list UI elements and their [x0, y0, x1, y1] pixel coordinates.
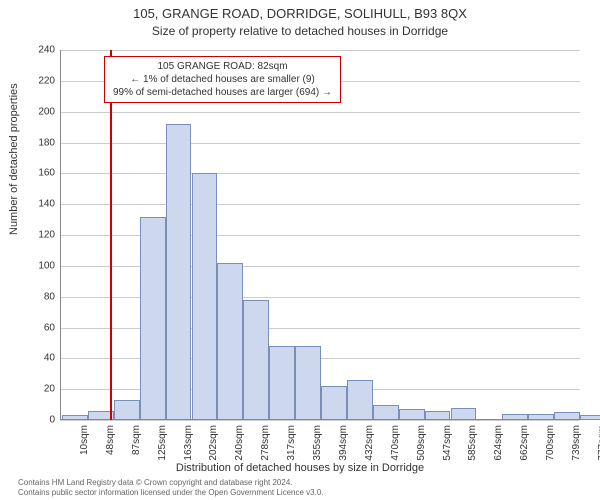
x-tick-label: 547sqm [442, 425, 453, 461]
histogram-bar [580, 415, 600, 420]
gridline [60, 266, 580, 267]
x-tick-label: 585sqm [467, 425, 478, 461]
histogram-chart: 02040608010012014016018020022024010sqm48… [60, 50, 580, 420]
gridline [60, 235, 580, 236]
histogram-bar [347, 380, 373, 420]
x-axis-label: Distribution of detached houses by size … [0, 462, 600, 474]
x-tick-label: 509sqm [416, 425, 427, 461]
histogram-bar [140, 217, 166, 421]
x-tick-label: 317sqm [286, 425, 297, 461]
histogram-bar [243, 300, 269, 420]
x-tick-label: 394sqm [338, 425, 349, 461]
histogram-bar [114, 400, 140, 420]
x-tick-label: 700sqm [545, 425, 556, 461]
y-tick-label: 60 [15, 322, 55, 333]
y-tick-label: 200 [15, 106, 55, 117]
annotation-line: 99% of semi-detached houses are larger (… [113, 86, 332, 99]
x-tick-label: 163sqm [183, 425, 194, 461]
x-tick-label: 739sqm [571, 425, 582, 461]
gridline [60, 204, 580, 205]
x-tick-label: 624sqm [493, 425, 504, 461]
annotation-box: 105 GRANGE ROAD: 82sqm← 1% of detached h… [104, 56, 341, 103]
footer-copyright-1: Contains HM Land Registry data © Crown c… [18, 478, 293, 487]
histogram-bar [295, 346, 321, 420]
y-tick-label: 40 [15, 353, 55, 364]
y-tick-label: 20 [15, 384, 55, 395]
gridline [60, 297, 580, 298]
annotation-line: ← 1% of detached houses are smaller (9) [113, 73, 332, 86]
x-tick-label: 202sqm [208, 425, 219, 461]
histogram-bar [269, 346, 295, 420]
y-tick-label: 80 [15, 291, 55, 302]
x-tick-label: 125sqm [157, 425, 168, 461]
x-tick-label: 87sqm [131, 425, 142, 455]
annotation-line: 105 GRANGE ROAD: 82sqm [113, 60, 332, 73]
y-tick-label: 220 [15, 75, 55, 86]
gridline [60, 328, 580, 329]
x-tick-label: 470sqm [390, 425, 401, 461]
x-tick-label: 432sqm [364, 425, 375, 461]
gridline [60, 112, 580, 113]
y-tick-label: 160 [15, 168, 55, 179]
y-tick-label: 140 [15, 199, 55, 210]
histogram-bar [192, 173, 218, 420]
x-tick-label: 662sqm [519, 425, 530, 461]
y-tick-label: 120 [15, 230, 55, 241]
x-tick-label: 240sqm [234, 425, 245, 461]
gridline [60, 143, 580, 144]
x-tick-label: 278sqm [260, 425, 271, 461]
page-title: 105, GRANGE ROAD, DORRIDGE, SOLIHULL, B9… [0, 6, 600, 21]
histogram-bar [321, 386, 347, 420]
histogram-bar [166, 124, 192, 420]
y-tick-label: 240 [15, 45, 55, 56]
histogram-bar [217, 263, 243, 420]
histogram-bar [373, 405, 399, 420]
y-axis [60, 50, 61, 420]
x-tick-label: 355sqm [312, 425, 323, 461]
x-axis [60, 419, 580, 420]
page-subtitle: Size of property relative to detached ho… [0, 24, 600, 38]
y-tick-label: 100 [15, 260, 55, 271]
y-tick-label: 180 [15, 137, 55, 148]
footer-copyright-2: Contains public sector information licen… [18, 488, 324, 497]
gridline [60, 173, 580, 174]
gridline [60, 420, 580, 421]
gridline [60, 50, 580, 51]
x-tick-label: 10sqm [79, 425, 90, 455]
property-marker-line [110, 50, 112, 420]
y-tick-label: 0 [15, 415, 55, 426]
x-tick-label: 48sqm [105, 425, 116, 455]
